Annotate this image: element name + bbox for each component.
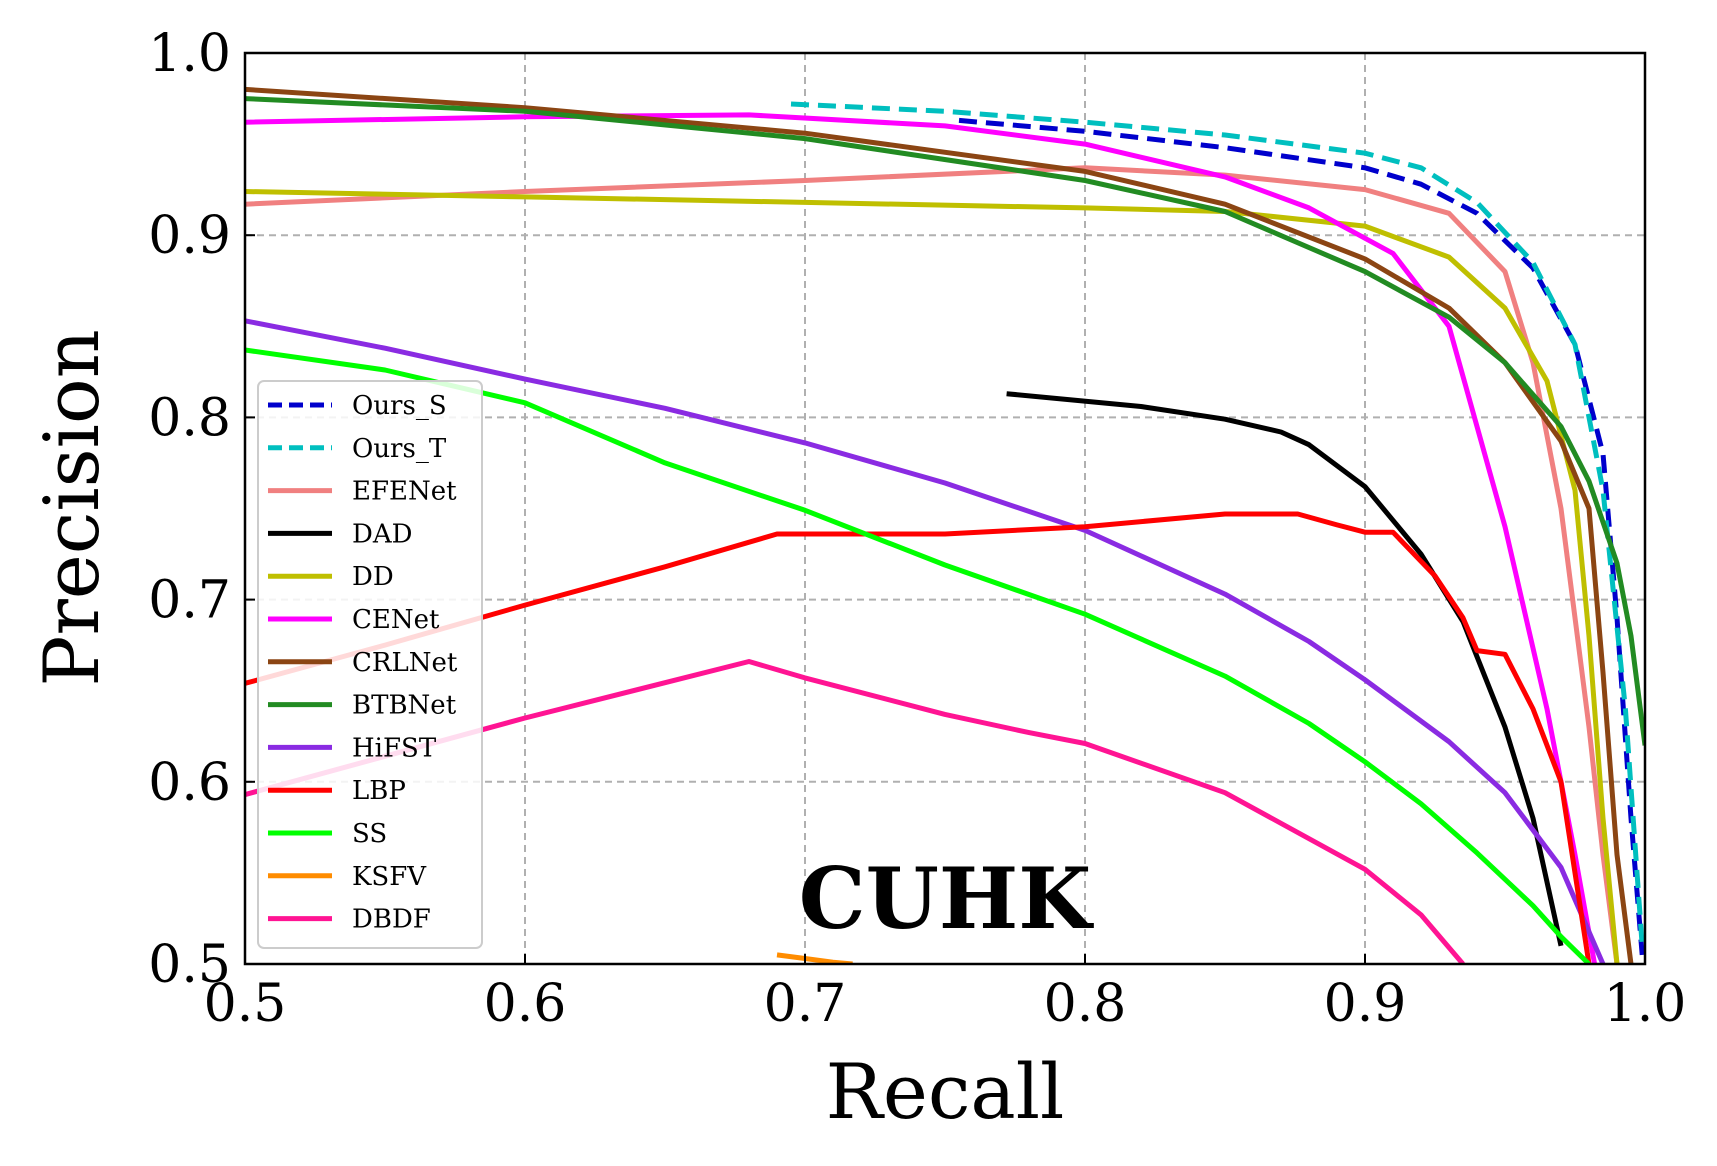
- legend-label: CENet: [352, 605, 440, 635]
- series-line-crlnet: [245, 86, 1634, 964]
- y-tick-label: 0.6: [148, 753, 231, 813]
- series-line-ss: [245, 347, 1591, 964]
- dataset-annotation: CUHK: [799, 849, 1094, 948]
- y-tick-label: 0.9: [148, 206, 231, 266]
- legend-label: Ours_S: [352, 391, 447, 421]
- series-line-dad: [1006, 391, 1564, 947]
- legend-label: BTBNet: [352, 691, 457, 721]
- legend-label: DD: [352, 562, 394, 592]
- legend-label: HiFST: [352, 733, 437, 763]
- y-tick-label: 0.8: [148, 388, 231, 448]
- legend-label: LBP: [352, 776, 406, 806]
- y-tick-label: 1.0: [148, 24, 231, 84]
- x-tick-label: 0.7: [764, 974, 847, 1034]
- x-tick-label: 0.5: [204, 974, 287, 1034]
- series-line-efenet: [245, 165, 1620, 964]
- tick-labels: 0.5 0.6 0.7 0.8 0.9 1.0 0.5 0.6 0.7 0.8 0.9 1.0: [148, 24, 1686, 1034]
- legend-label: KSFV: [352, 862, 427, 892]
- plot-frame: [243, 51, 1647, 966]
- x-tick-label: 0.8: [1044, 974, 1127, 1034]
- x-tick-label: 0.9: [1324, 974, 1407, 1034]
- legend-label: EFENet: [352, 477, 457, 507]
- series-line-btbnet: [245, 96, 1645, 746]
- legend-label: Ours_T: [352, 434, 447, 464]
- series-line-cenet: [245, 112, 1598, 964]
- legend: Ours_S Ours_T EFENet DAD DD CENet CRLNet BTBNet…: [257, 380, 483, 949]
- x-tick-label: 1.0: [1604, 974, 1687, 1034]
- series-line-lbp: [245, 511, 1592, 964]
- series-lines: [245, 86, 1645, 964]
- y-tick-label: 0.7: [148, 571, 231, 631]
- y-axis-title: Precision: [27, 329, 116, 686]
- legend-label: DAD: [352, 519, 412, 549]
- y-tick-label: 0.5: [148, 935, 231, 995]
- legend-box: [257, 380, 483, 949]
- series-line-hifst: [245, 318, 1606, 964]
- legend-label: SS: [352, 819, 387, 849]
- series-line-dd: [245, 189, 1620, 964]
- legend-label: DBDF: [352, 905, 431, 935]
- series-line-ours-s: [958, 117, 1645, 956]
- series-line-dbdf: [245, 659, 1465, 964]
- x-axis-title: Recall: [826, 1047, 1065, 1136]
- legend-label: CRLNet: [352, 648, 458, 678]
- x-tick-label: 0.6: [484, 974, 567, 1034]
